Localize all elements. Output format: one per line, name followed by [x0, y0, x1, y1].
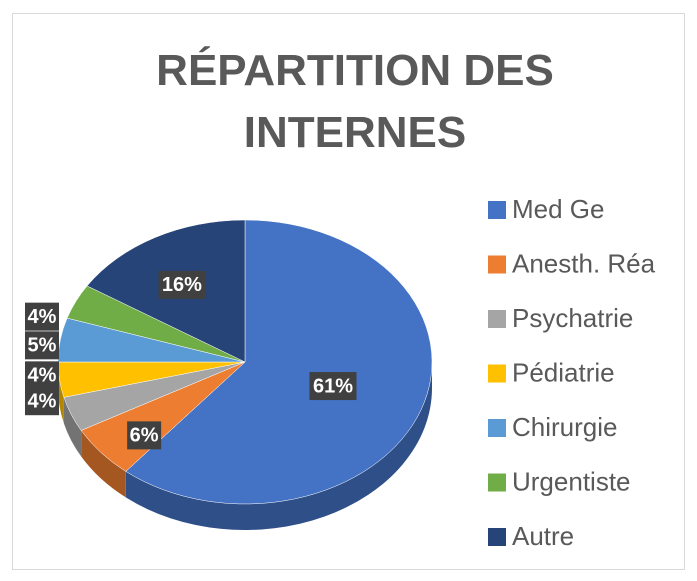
slice [125, 219, 433, 505]
legend-swatch [488, 310, 506, 328]
legend-swatch [488, 528, 506, 546]
legend-swatch [488, 364, 506, 383]
data-label: 6% [130, 425, 159, 447]
data-label: 4% [28, 365, 57, 387]
data-label: 5% [28, 335, 57, 357]
legend-swatch [488, 419, 506, 437]
data-label-box [25, 331, 59, 360]
slice-side [125, 362, 433, 530]
data-label: 4% [28, 390, 57, 412]
legend-label: Chirurgie [512, 412, 618, 442]
data-label: 61% [313, 375, 353, 397]
data-label-box [25, 361, 59, 390]
legend-swatch [488, 473, 506, 492]
legend-label: Med Ge [512, 194, 605, 224]
data-label-box [158, 270, 206, 299]
legend-label: Autre [512, 521, 574, 551]
slice-side [81, 430, 126, 498]
data-label-box [309, 372, 357, 401]
legend-swatch [488, 255, 506, 274]
chart-title: RÉPARTITION DES INTERNES [156, 46, 554, 157]
data-label: 16% [162, 274, 202, 296]
data-label-box [25, 302, 59, 331]
legend-label: Psychatrie [512, 303, 633, 333]
legend-label: Pédiatrie [512, 357, 615, 387]
data-label-box [127, 421, 162, 450]
legend-swatch [488, 201, 506, 219]
slice-side [58, 362, 64, 424]
data-label: 4% [28, 306, 57, 328]
legend-label: Anesth. Réa [512, 248, 656, 278]
slice-side [63, 397, 82, 457]
data-label-box [25, 387, 59, 416]
legend-label: Urgentiste [512, 466, 631, 496]
